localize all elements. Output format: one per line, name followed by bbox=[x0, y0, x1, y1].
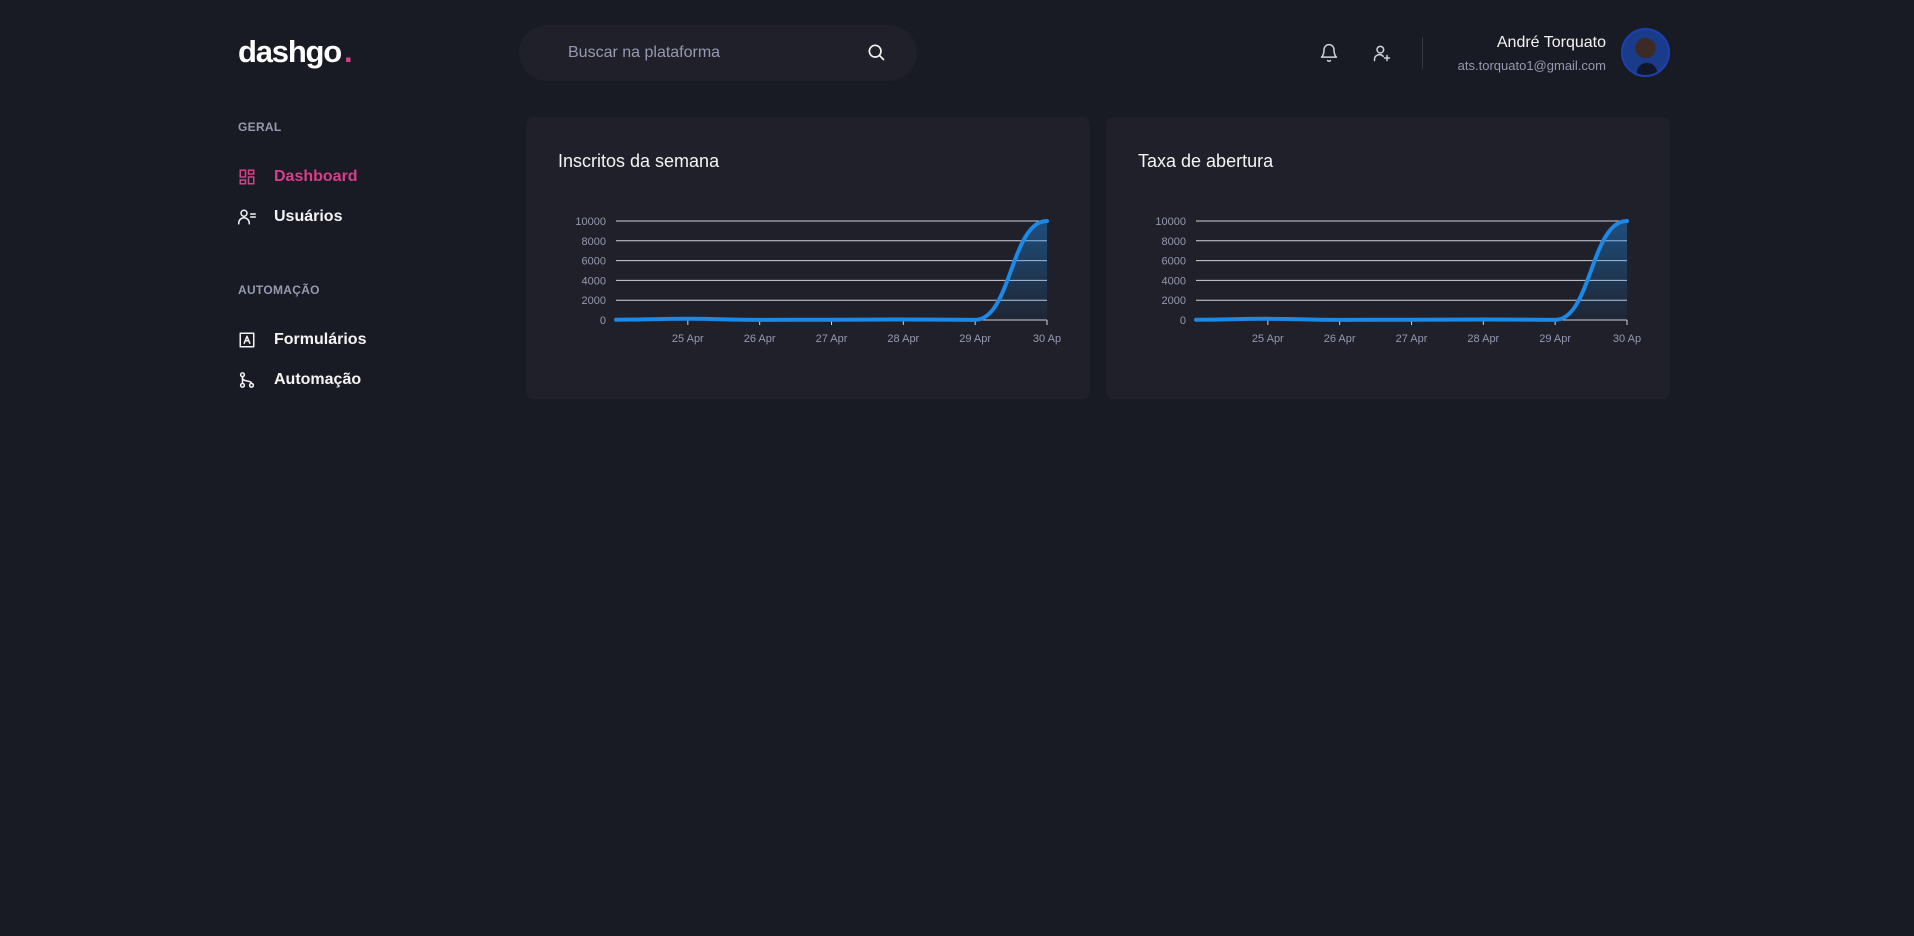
sidebar-item-label: Usuários bbox=[274, 208, 343, 225]
form-icon bbox=[238, 331, 256, 349]
logo-text: dashgo bbox=[238, 34, 342, 69]
top-header: dashgo. André Torquato ats.torquato1@gma… bbox=[0, 0, 1914, 104]
chart-taxa-abertura: 0 2000 4000 6000 8000 10000 25 Apr 26 Apr 27 Apr… bbox=[1155, 216, 1641, 345]
y-tick-label: 8000 bbox=[582, 236, 606, 248]
y-tick-label: 4000 bbox=[582, 275, 606, 287]
x-tick-label: 26 Apr bbox=[744, 333, 776, 345]
x-tick-label: 28 Apr bbox=[887, 333, 919, 345]
bell-icon[interactable] bbox=[1317, 41, 1341, 65]
y-tick-label: 0 bbox=[1180, 315, 1186, 327]
x-tick-label: 27 Apr bbox=[816, 333, 848, 345]
sidebar-item-label: Dashboard bbox=[274, 168, 358, 185]
x-tick-label: 25 Apr bbox=[672, 333, 704, 345]
sidebar-item-formularios[interactable]: Formulários bbox=[238, 331, 366, 349]
x-tick-label: 26 Apr bbox=[1324, 333, 1356, 345]
dashboard-icon bbox=[238, 168, 256, 186]
y-tick-label: 6000 bbox=[1162, 256, 1186, 268]
y-tick-label: 6000 bbox=[582, 256, 606, 268]
profile-name: André Torquato bbox=[1496, 34, 1606, 51]
card-title: Inscritos da semana bbox=[558, 151, 720, 171]
avatar[interactable] bbox=[1621, 28, 1670, 77]
card-title: Taxa de abertura bbox=[1138, 151, 1274, 171]
git-branch-icon bbox=[238, 371, 256, 389]
sidebar-item-dashboard[interactable]: Dashboard bbox=[238, 168, 358, 186]
x-tick-label: 28 Apr bbox=[1467, 333, 1499, 345]
sidebar-item-label: Automação bbox=[274, 371, 362, 388]
x-tick-label: 25 Apr bbox=[1252, 333, 1284, 345]
x-tick-label: 27 Apr bbox=[1396, 333, 1428, 345]
y-tick-label: 10000 bbox=[1155, 216, 1186, 228]
profile-email: ats.torquato1@gmail.com bbox=[1457, 58, 1606, 73]
search-input[interactable] bbox=[566, 25, 856, 81]
card-taxa-abertura: Taxa de abertura 0 2000 4000 6000 8000 10000 2… bbox=[1106, 117, 1670, 399]
x-tick-label: 30 Ap bbox=[1033, 333, 1061, 345]
y-tick-label: 4000 bbox=[1162, 275, 1186, 287]
series-line bbox=[614, 219, 1049, 322]
search-bar[interactable] bbox=[519, 25, 917, 81]
user-add-icon[interactable] bbox=[1370, 41, 1394, 65]
y-tick-label: 0 bbox=[600, 315, 606, 327]
sidebar-item-automacao[interactable]: Automação bbox=[238, 371, 361, 389]
logo: dashgo. bbox=[238, 34, 353, 70]
header-divider bbox=[1422, 37, 1423, 69]
y-tick-label: 10000 bbox=[575, 216, 606, 228]
series-area bbox=[616, 221, 1047, 320]
x-tick-label: 29 Apr bbox=[1539, 333, 1571, 345]
chart-inscritos-semana: 0 2000 4000 6000 8000 10000 25 Apr 26 Apr 27 Apr… bbox=[575, 216, 1061, 345]
y-tick-label: 2000 bbox=[1162, 295, 1186, 307]
sidebar-item-usuarios[interactable]: Usuários bbox=[238, 208, 342, 226]
section-title-automacao: AUTOMAÇÃO bbox=[238, 283, 320, 297]
search-icon[interactable] bbox=[864, 40, 888, 64]
series-line bbox=[1194, 219, 1629, 322]
x-tick-label: 30 Ap bbox=[1613, 333, 1641, 345]
logo-dot: . bbox=[344, 34, 353, 69]
y-tick-label: 2000 bbox=[582, 295, 606, 307]
sidebar-item-label: Formulários bbox=[274, 331, 367, 348]
section-title-geral: GERAL bbox=[238, 120, 282, 134]
x-tick-label: 29 Apr bbox=[959, 333, 991, 345]
series-area bbox=[1196, 221, 1627, 320]
card-inscritos-semana: Inscritos da semana 0 2000 4000 6000 8000 100… bbox=[526, 117, 1090, 399]
y-tick-label: 8000 bbox=[1162, 236, 1186, 248]
users-icon bbox=[238, 208, 256, 226]
